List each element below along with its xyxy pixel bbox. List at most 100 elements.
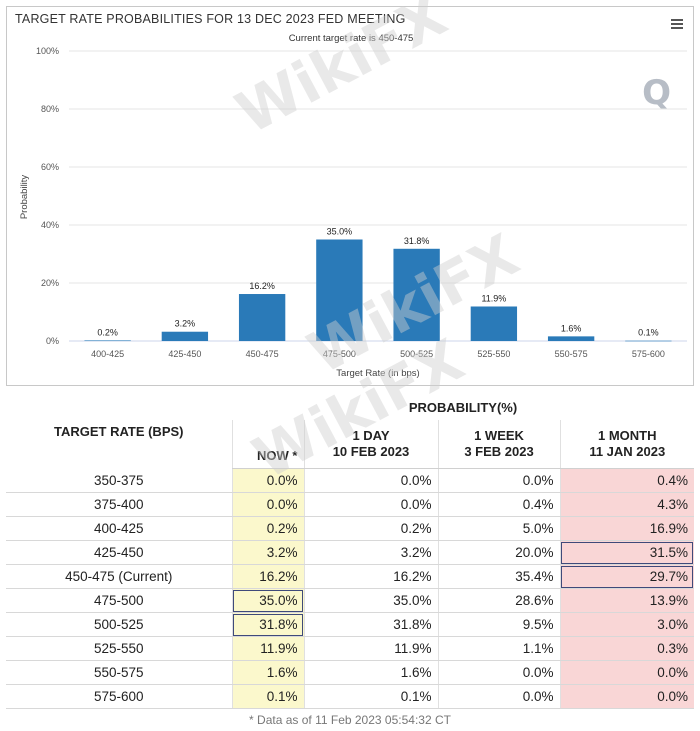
x-tick-label: 450-475 [246, 349, 279, 359]
bar-475-500[interactable] [316, 240, 362, 342]
month-cell: 0.3% [560, 637, 694, 661]
month-cell: 29.7% [560, 565, 694, 589]
data-label: 1.6% [561, 323, 582, 333]
rate-cell: 525-550 [6, 637, 232, 661]
week-cell: 0.0% [438, 661, 560, 685]
rate-cell: 500-525 [6, 613, 232, 637]
col-header-now-label: NOW * [257, 448, 297, 463]
bar-400-425[interactable] [84, 340, 130, 341]
now-cell: 3.2% [232, 541, 304, 565]
month-cell: 0.0% [560, 661, 694, 685]
x-tick-label: 425-450 [168, 349, 201, 359]
x-tick-label: 525-550 [477, 349, 510, 359]
col-header-1-day: 1 DAY 10 FEB 2023 [304, 420, 438, 469]
day-cell: 16.2% [304, 565, 438, 589]
bar-550-575[interactable] [548, 336, 594, 341]
month-cell: 0.4% [560, 469, 694, 493]
now-cell: 0.0% [232, 493, 304, 517]
y-tick-label: 20% [41, 278, 59, 288]
data-label: 0.1% [638, 328, 659, 338]
col-header-1-month: 1 MONTH 11 JAN 2023 [560, 420, 694, 469]
rate-cell: 400-425 [6, 517, 232, 541]
rate-cell: 475-500 [6, 589, 232, 613]
month-cell: 4.3% [560, 493, 694, 517]
target-rate-header: TARGET RATE (BPS) [6, 394, 232, 469]
y-tick-label: 80% [41, 104, 59, 114]
bar-450-475[interactable] [239, 294, 285, 341]
month-cell: 13.9% [560, 589, 694, 613]
now-cell: 0.1% [232, 685, 304, 709]
x-tick-label: 550-575 [555, 349, 588, 359]
bar-575-600[interactable] [625, 341, 671, 342]
rate-cell: 375-400 [6, 493, 232, 517]
month-cell: 0.0% [560, 685, 694, 709]
month-cell: 31.5% [560, 541, 694, 565]
col-header-1-week-line2: 3 FEB 2023 [445, 444, 554, 460]
week-cell: 9.5% [438, 613, 560, 637]
day-cell: 3.2% [304, 541, 438, 565]
day-cell: 31.8% [304, 613, 438, 637]
month-cell: 16.9% [560, 517, 694, 541]
col-header-1-month-line2: 11 JAN 2023 [567, 444, 689, 460]
data-label: 11.9% [481, 293, 506, 303]
week-cell: 0.4% [438, 493, 560, 517]
data-label: 35.0% [327, 227, 353, 237]
week-cell: 5.0% [438, 517, 560, 541]
col-header-now: NOW * [232, 420, 304, 469]
rate-cell: 575-600 [6, 685, 232, 709]
bar-425-450[interactable] [162, 332, 208, 341]
x-tick-label: 475-500 [323, 349, 356, 359]
day-cell: 1.6% [304, 661, 438, 685]
week-cell: 28.6% [438, 589, 560, 613]
table-row: 450-475 (Current)16.2%16.2%35.4%29.7% [6, 565, 694, 589]
now-cell: 1.6% [232, 661, 304, 685]
bar-525-550[interactable] [471, 306, 517, 341]
now-cell: 35.0% [232, 589, 304, 613]
day-cell: 0.0% [304, 469, 438, 493]
footnote: * Data as of 11 Feb 2023 05:54:32 CT [6, 709, 694, 731]
probability-header: PROBABILITY(%) [232, 394, 694, 420]
now-cell: 16.2% [232, 565, 304, 589]
data-label: 3.2% [175, 319, 196, 329]
bar-500-525[interactable] [393, 249, 439, 341]
x-tick-label: 500-525 [400, 349, 433, 359]
day-cell: 11.9% [304, 637, 438, 661]
rate-cell: 350-375 [6, 469, 232, 493]
now-cell: 31.8% [232, 613, 304, 637]
col-header-1-month-line1: 1 MONTH [567, 428, 689, 444]
data-label: 0.2% [97, 327, 118, 337]
now-cell: 11.9% [232, 637, 304, 661]
x-axis-title: Target Rate (in bps) [336, 368, 419, 379]
col-header-1-week-line1: 1 WEEK [445, 428, 554, 444]
now-cell: 0.0% [232, 469, 304, 493]
y-axis-title: Probability [19, 175, 30, 220]
x-tick-label: 575-600 [632, 349, 665, 359]
now-cell: 0.2% [232, 517, 304, 541]
y-tick-label: 60% [41, 162, 59, 172]
week-cell: 20.0% [438, 541, 560, 565]
col-header-1-day-line1: 1 DAY [311, 428, 432, 444]
day-cell: 35.0% [304, 589, 438, 613]
y-tick-label: 0% [46, 336, 59, 346]
col-header-1-day-line2: 10 FEB 2023 [311, 444, 432, 460]
day-cell: 0.1% [304, 685, 438, 709]
month-cell: 3.0% [560, 613, 694, 637]
rate-cell: 550-575 [6, 661, 232, 685]
day-cell: 0.2% [304, 517, 438, 541]
bar-chart: 0%20%40%60%80%100% 0.2%400-4253.2%425-45… [7, 7, 693, 385]
data-label: 16.2% [249, 281, 275, 291]
y-tick-label: 100% [36, 46, 59, 56]
week-cell: 0.0% [438, 685, 560, 709]
chart-panel: TARGET RATE PROBABILITIES FOR 13 DEC 202… [6, 6, 694, 386]
x-tick-label: 400-425 [91, 349, 124, 359]
week-cell: 35.4% [438, 565, 560, 589]
col-header-1-week: 1 WEEK 3 FEB 2023 [438, 420, 560, 469]
